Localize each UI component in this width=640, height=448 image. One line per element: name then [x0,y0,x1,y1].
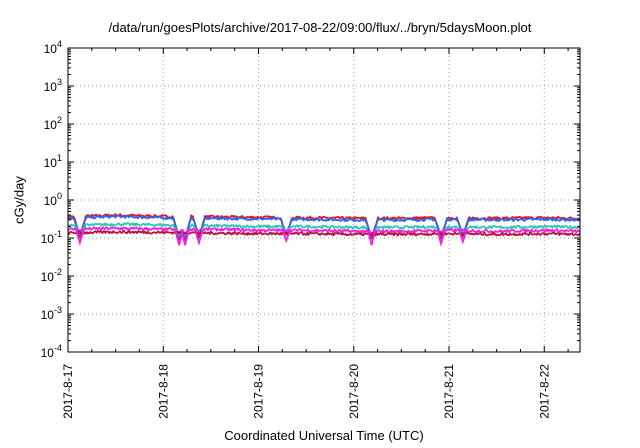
x-tick-label: 2017-8-19 [252,364,266,419]
dip-spike [436,229,446,248]
y-axis-label: cGy/day [11,176,27,224]
dip-spike [194,228,204,246]
dip-spike [458,228,468,245]
y-tick-label: 100 [44,191,62,208]
y-tick-label: 103 [44,77,62,94]
x-tick-label: 2017-8-20 [347,364,361,419]
plot-frame [67,47,581,353]
tick-labels-layer: 10-4 10-3 10-2 10-1 100 101 102 103 104 2017-8-17… [41,39,552,419]
y-tick-label: 101 [44,153,62,170]
y-tick-label: 102 [44,115,62,132]
y-tick-label: 104 [44,39,62,56]
series-line-4 [67,226,581,234]
chart-title: /data/run/goesPlots/archive/2017-08-22/0… [108,20,532,35]
y-tick-label: 10-4 [41,343,62,360]
x-tick-label: 2017-8-17 [61,364,75,419]
x-tick-label: 2017-8-22 [537,364,551,419]
series-line-5 [67,229,581,237]
series-line-3 [67,222,581,236]
dip-spike [180,229,190,246]
x-axis-label: Coordinated Universal Time (UTC) [224,428,424,443]
dip-spike [75,228,85,246]
y-tick-label: 10-1 [41,229,62,246]
x-tick-label: 2017-8-21 [442,364,456,419]
y-tick-label: 10-3 [41,305,62,322]
dip-spike [281,228,292,244]
grid-layer [68,48,580,352]
dip-spike [366,229,377,246]
series-line-2 [67,214,581,238]
x-tick-label: 2017-8-18 [156,364,170,419]
y-tick-label: 10-2 [41,267,62,284]
series-layer [67,213,581,248]
